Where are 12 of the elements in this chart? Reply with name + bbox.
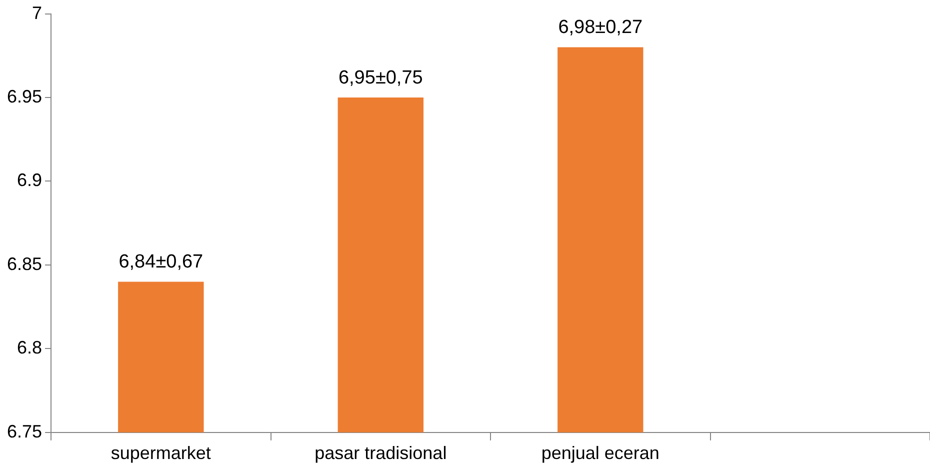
y-tick-label: 6.75 [6, 421, 42, 442]
x-tick-label: pasar tradisional [314, 443, 447, 464]
y-tick-label: 6.8 [17, 338, 42, 358]
x-tick-label: supermarket [110, 443, 211, 464]
y-tick-label: 6.9 [17, 170, 42, 190]
data-label: 6,98±0,27 [558, 17, 643, 38]
data-label: 6,95±0,75 [338, 67, 423, 88]
x-tick-label: penjual eceran [541, 443, 660, 464]
y-tick-label: 7 [32, 2, 42, 23]
y-tick-label: 6.85 [6, 254, 42, 274]
y-tick-label: 6.95 [6, 86, 42, 106]
data-label: 6,84±0,67 [118, 251, 204, 272]
